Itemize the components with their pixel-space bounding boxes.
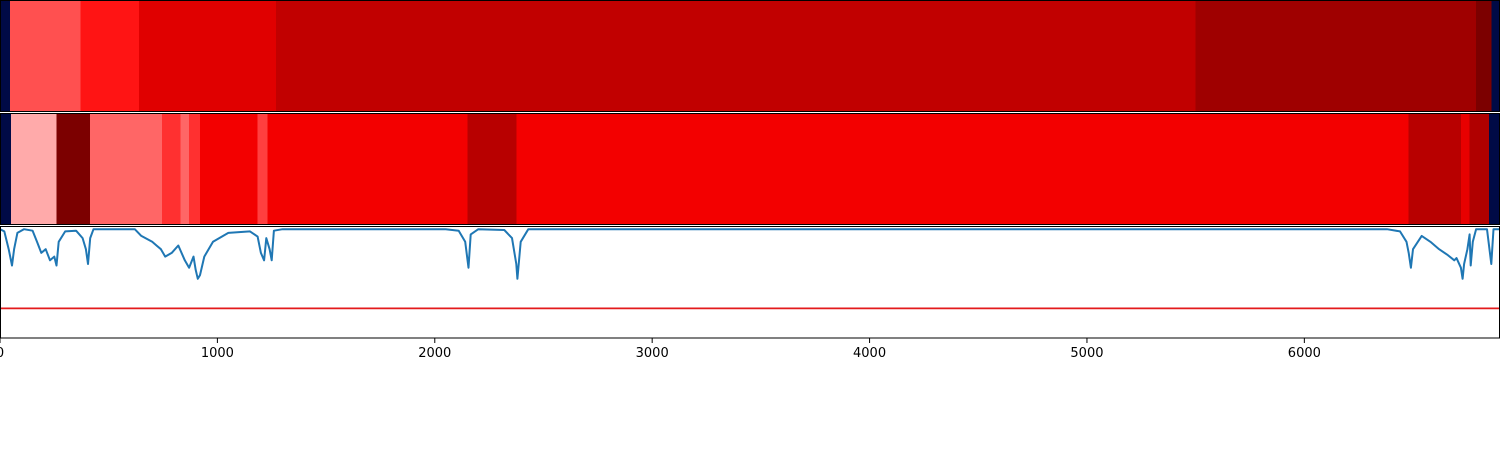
signal-line — [0, 228, 1500, 280]
track-2-segment-9 — [257, 114, 268, 225]
track-1-segment-6 — [1195, 1, 1477, 112]
track-2-segment-3 — [56, 114, 91, 225]
track-2-segment-15 — [1469, 114, 1490, 225]
track-1-segment-4 — [139, 1, 277, 112]
track-1-segment-7 — [1476, 1, 1492, 112]
track-1-segment-2 — [9, 1, 81, 112]
track-2-segment-5 — [161, 114, 181, 225]
track-2-segment-2 — [10, 114, 57, 225]
track-1-segment-3 — [80, 1, 140, 112]
track-2-segment-16 — [1489, 114, 1500, 225]
track-2-segment-1 — [0, 114, 11, 225]
track-2-segment-8 — [200, 114, 258, 225]
track-2-segment-14 — [1460, 114, 1470, 225]
track-2-segment-6 — [180, 114, 190, 225]
track-2-segment-10 — [267, 114, 468, 225]
track-1-segment-8 — [1491, 1, 1500, 112]
track-2-segment-11 — [467, 114, 517, 225]
track-1-segment-1 — [0, 1, 10, 112]
x-tick-label-5: 4000 — [853, 346, 886, 361]
x-tick-label-1: 0 — [0, 346, 4, 361]
track-2-segment-7 — [189, 114, 200, 225]
track-2-segment-13 — [1408, 114, 1461, 225]
x-tick-label-3: 2000 — [418, 346, 451, 361]
x-tick-label-7: 6000 — [1288, 346, 1321, 361]
track-2-segment-4 — [90, 114, 162, 225]
x-tick-label-2: 1000 — [201, 346, 234, 361]
track-2-segment-12 — [516, 114, 1409, 225]
x-tick-label-4: 3000 — [636, 346, 669, 361]
x-tick-label-6: 5000 — [1070, 346, 1103, 361]
track-1-segment-5 — [276, 1, 1196, 112]
line-panel-frame — [0, 226, 1500, 339]
